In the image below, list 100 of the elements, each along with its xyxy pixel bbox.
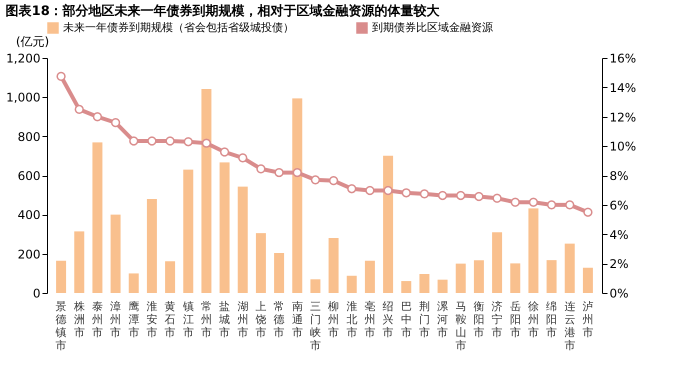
x-tick-label: 景德镇市	[54, 300, 67, 352]
y2-tick-label: 16%	[610, 52, 636, 66]
bar	[310, 279, 320, 293]
point	[347, 184, 356, 194]
point	[528, 198, 538, 207]
point	[256, 164, 266, 174]
bar	[492, 232, 502, 293]
x-tick-label: 泸州市	[582, 300, 594, 339]
x-tick-label: 泰州市	[92, 300, 103, 339]
point	[220, 147, 230, 157]
point	[238, 153, 248, 162]
x-tick-label: 巴中市	[400, 300, 412, 339]
y2-tick-label: 0%	[610, 286, 629, 300]
y-axis-title: (亿元)	[16, 34, 50, 48]
legend-label: 到期债券比区域金融资源	[372, 21, 493, 34]
point	[492, 194, 502, 203]
point	[184, 137, 193, 146]
bar	[419, 274, 430, 293]
x-tick-label: 南通市	[292, 300, 303, 339]
bar	[546, 260, 557, 293]
x-tick-label: 淮北市	[346, 300, 358, 339]
y2-tick-label: 6%	[610, 198, 629, 212]
y-tick-label: 1,200	[6, 52, 40, 66]
bar	[383, 156, 394, 293]
x-tick-label: 岳阳市	[510, 300, 521, 339]
chart-title: 图表18：部分地区未来一年债券到期规模，相对于区域金融资源的体量较大	[6, 3, 441, 19]
bar	[528, 208, 538, 293]
x-tick-label: 黄石市	[164, 300, 176, 339]
x-tick-label: 亳州市	[364, 300, 376, 339]
y2-tick-label: 8%	[610, 169, 629, 183]
x-tick-label: 镇江市	[182, 300, 194, 339]
x-tick-label: 徐州市	[528, 300, 539, 339]
y2-tick-label: 14%	[610, 80, 636, 95]
x-tick-label: 马鞍山市	[455, 300, 466, 352]
bar	[238, 186, 248, 293]
bar	[401, 281, 412, 293]
x-tick-label: 绍兴市	[382, 300, 394, 339]
y-tick-label: 0	[32, 286, 40, 300]
x-tick-label: 常州市	[200, 300, 212, 339]
y-tick-label: 600	[18, 169, 40, 183]
point	[92, 112, 102, 122]
bar	[564, 244, 575, 293]
point	[110, 118, 120, 128]
x-tick-label: 绵阳市	[546, 300, 558, 339]
point	[420, 189, 430, 198]
point	[565, 200, 574, 210]
point	[328, 176, 338, 186]
bar	[183, 170, 194, 293]
y-tick-label: 800	[18, 130, 40, 144]
y-tick-label: 1,000	[6, 90, 40, 105]
bar	[128, 273, 139, 293]
point	[147, 136, 157, 146]
point	[383, 186, 393, 196]
x-tick-label: 鹰潭市	[128, 300, 140, 339]
y-tick-label: 200	[18, 247, 40, 262]
point	[510, 198, 520, 207]
point	[274, 168, 284, 178]
point	[546, 200, 556, 210]
bar	[364, 260, 375, 293]
bar	[438, 280, 448, 293]
x-tick-label: 株洲市	[72, 300, 85, 339]
bar	[582, 268, 593, 293]
bar	[292, 98, 302, 293]
x-tick-label: 湖州市	[237, 300, 248, 339]
bar	[74, 231, 84, 293]
x-tick-label: 柳州市	[328, 300, 340, 339]
x-tick-label: 荆门市	[418, 300, 430, 339]
bar	[328, 238, 339, 293]
x-tick-label: 漳州市	[110, 300, 122, 339]
point	[202, 138, 212, 148]
x-tick-label: 三门峡市	[310, 300, 321, 352]
bar	[256, 233, 266, 293]
bar	[110, 214, 121, 293]
point	[365, 186, 375, 196]
point	[74, 104, 84, 114]
point	[456, 190, 466, 200]
point	[129, 136, 138, 146]
y2-tick-label: 2%	[610, 257, 629, 272]
point	[402, 188, 411, 198]
x-tick-label: 上饶市	[254, 300, 266, 339]
point	[310, 175, 320, 185]
x-tick-label: 盐城市	[218, 300, 230, 339]
x-tick-label: 济宁市	[492, 300, 503, 339]
y2-tick-label: 12%	[610, 110, 636, 124]
point	[56, 72, 66, 81]
bar	[92, 142, 102, 293]
y2-tick-label: 4%	[610, 228, 629, 242]
legend-label: 未来一年债券到期规模（省会包括省级城投债）	[63, 21, 294, 34]
x-tick-label: 衡阳市	[473, 300, 484, 339]
x-tick-label: 连云港市	[564, 300, 576, 352]
point	[165, 136, 175, 146]
bar	[346, 276, 357, 293]
x-tick-label: 常德市	[274, 300, 285, 339]
bar	[165, 261, 176, 293]
bar	[274, 253, 284, 293]
point	[474, 192, 484, 202]
y2-tick-label: 10%	[610, 140, 636, 154]
bar	[220, 162, 230, 293]
x-tick-label: 漯河市	[437, 300, 448, 339]
bar	[456, 264, 466, 293]
